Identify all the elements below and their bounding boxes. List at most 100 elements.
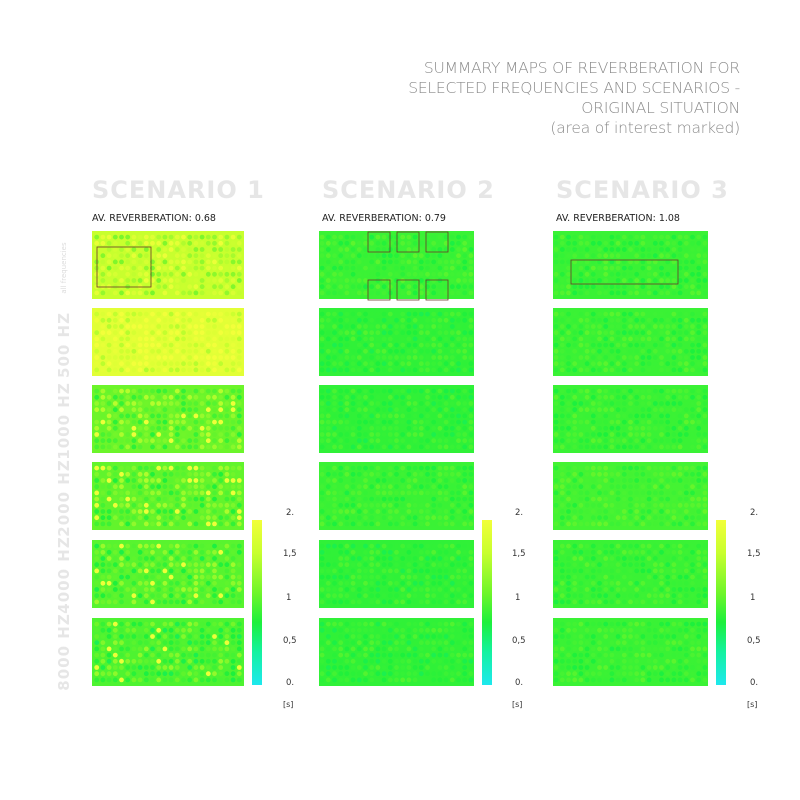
map-cell (369, 515, 375, 521)
map-cell (381, 394, 387, 400)
map-cell (609, 361, 615, 367)
map-cell (230, 568, 236, 574)
map-cell (181, 367, 186, 373)
map-cell (443, 496, 449, 502)
map-cell (236, 247, 242, 252)
map-cell (400, 388, 406, 394)
map-cell (683, 478, 689, 483)
map-cell (425, 562, 430, 568)
map-cell (236, 311, 242, 317)
map-cell (566, 593, 571, 599)
map-cell (603, 471, 609, 477)
map-cell (597, 640, 602, 646)
map-cell (143, 478, 149, 483)
map-cell (205, 438, 211, 444)
map-cell (646, 253, 652, 259)
map-cell (363, 419, 368, 425)
map-cell (696, 336, 702, 342)
map-cell (659, 432, 664, 437)
map-cell (572, 394, 578, 400)
map-cell (325, 580, 331, 586)
map-cell (193, 646, 199, 652)
map-cell (356, 330, 362, 336)
map-cell (174, 317, 180, 323)
map-cell (162, 521, 168, 527)
map-cell (381, 627, 387, 633)
map-cell (566, 599, 571, 605)
map-cell (224, 348, 230, 354)
map-cell (406, 444, 412, 450)
map-cell (338, 355, 344, 360)
map-cell (369, 665, 375, 670)
map-cell (683, 342, 689, 348)
map-cell (578, 496, 584, 502)
map-cell (690, 621, 695, 627)
map-cell (412, 599, 418, 605)
map-cell (406, 342, 412, 348)
map-cell (696, 342, 702, 348)
map-cell (665, 311, 671, 317)
map-cell (119, 234, 124, 240)
map-cell (356, 407, 362, 413)
map-cell (671, 465, 677, 471)
map-cell (230, 240, 236, 246)
map-cell (584, 556, 590, 561)
map-cell (381, 515, 387, 521)
map-cell (425, 361, 430, 367)
map-cell (634, 438, 640, 444)
map-cell (456, 484, 461, 490)
map-cell (187, 621, 193, 627)
map-cell (94, 509, 100, 514)
map-cell (168, 367, 174, 373)
map-cell (559, 549, 565, 555)
map-cell (437, 521, 443, 527)
map-cell (677, 478, 683, 483)
map-cell (199, 515, 205, 521)
map-cell (381, 367, 387, 373)
map-cell (350, 290, 356, 296)
map-cell (319, 671, 325, 677)
title-line-2: SELECTED FREQUENCIES AND SCENARIOS - (408, 79, 740, 97)
map-cell (609, 521, 615, 527)
map-cell (106, 311, 112, 317)
map-cell (112, 587, 118, 592)
map-cell (205, 599, 211, 605)
map-cell (702, 388, 708, 394)
map-cell (363, 556, 368, 561)
map-cell (338, 599, 344, 605)
map-cell (236, 599, 242, 605)
map-cell (425, 259, 430, 265)
map-cell (590, 471, 596, 477)
map-cell (665, 290, 671, 296)
map-cell (671, 568, 677, 574)
map-cell (236, 336, 242, 342)
map-cell (659, 652, 664, 658)
map-cell (381, 465, 387, 471)
map-cell (119, 665, 124, 670)
map-cell (212, 444, 217, 450)
map-cell (425, 388, 430, 394)
map-cell (338, 419, 344, 425)
map-cell (218, 265, 224, 271)
map-cell (659, 234, 664, 240)
map-cell (181, 562, 186, 568)
map-cell (193, 621, 199, 627)
map-cell (236, 259, 242, 265)
map-cell (553, 634, 559, 639)
map-cell (443, 348, 449, 354)
map-cell (106, 640, 112, 646)
map-cell (350, 401, 356, 406)
map-cell (218, 562, 224, 568)
map-cell (199, 324, 205, 329)
map-cell (468, 652, 474, 658)
map-cell (150, 348, 155, 354)
map-cell (615, 621, 621, 627)
map-cell (553, 438, 559, 444)
map-cell (181, 425, 186, 431)
map-cell (356, 484, 362, 490)
map-cell (125, 580, 131, 586)
map-cell (572, 388, 578, 394)
map-s3-2000-hz (553, 462, 708, 530)
map-cell (572, 556, 578, 561)
map-cell (332, 484, 337, 490)
